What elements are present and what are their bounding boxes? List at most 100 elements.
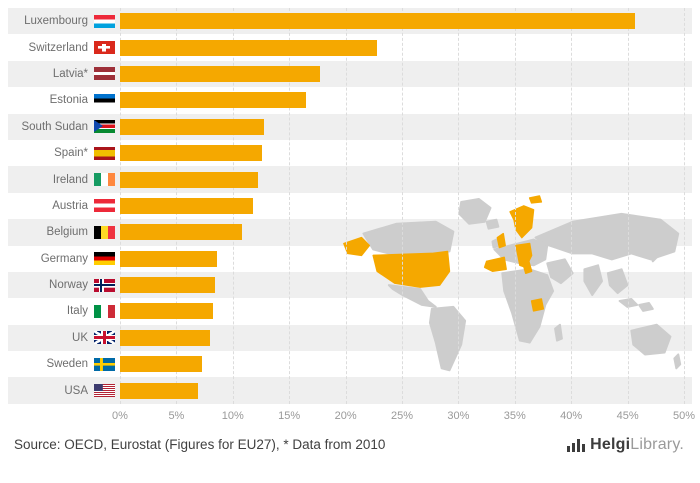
bar-track: [120, 193, 692, 219]
value-bar: [120, 197, 253, 214]
lv-flag-icon: [94, 67, 115, 81]
be-flag-icon: [94, 225, 115, 239]
bar-track: [120, 114, 692, 140]
ch-flag-icon: [94, 41, 115, 55]
lu-flag-icon: [94, 14, 115, 28]
country-label: Estonia: [49, 94, 88, 107]
value-bar: [120, 329, 211, 346]
x-tick-label: 25%: [390, 409, 414, 422]
chart-row: Sweden: [8, 351, 692, 377]
chart-row: Switzerland: [8, 34, 692, 60]
bar-track: [120, 34, 692, 60]
value-bar: [120, 277, 215, 294]
chart-row: Austria: [8, 193, 692, 219]
country-label: Germany: [40, 252, 88, 265]
footer: Source: OECD, Eurostat (Figures for EU27…: [8, 430, 692, 454]
chart-row: Estonia: [8, 87, 692, 113]
x-tick-label: 5%: [168, 409, 185, 422]
bar-track: [120, 325, 692, 351]
value-bar: [120, 13, 635, 30]
country-label: Ireland: [52, 173, 88, 186]
bar-track: [120, 351, 692, 377]
no-flag-icon: [94, 278, 115, 292]
bar-track: [120, 61, 692, 87]
country-label: South Sudan: [21, 120, 88, 133]
bar-track: [120, 272, 692, 298]
chart-row: UK: [8, 324, 692, 352]
value-bar: [120, 39, 378, 56]
source-note: Source: OECD, Eurostat (Figures for EU27…: [14, 437, 386, 453]
x-tick-label: 35%: [503, 409, 526, 422]
bar-track: [120, 166, 692, 192]
chart-row: Ireland: [8, 166, 692, 193]
at-flag-icon: [94, 199, 115, 213]
map-highlighted-countries: [343, 195, 545, 312]
x-tick-label: 50%: [672, 409, 696, 422]
x-axis: 0% 5% 10% 15% 20% 25% 30% 35% 40% 45% 50%: [112, 404, 695, 430]
value-bar: [120, 118, 265, 135]
country-label: UK: [72, 331, 88, 344]
ee-flag-icon: [94, 93, 115, 107]
bar-track: [120, 87, 692, 113]
it-flag-icon: [94, 304, 115, 318]
value-bar: [120, 382, 198, 399]
x-tick-label: 30%: [447, 409, 470, 422]
bar-track: [120, 246, 692, 272]
chart-row: Latvia*: [8, 60, 692, 88]
se-flag-icon: [94, 357, 115, 371]
country-label: Austria: [52, 199, 88, 212]
bar-track: [120, 8, 692, 34]
country-label: Sweden: [46, 358, 88, 371]
value-bar: [120, 145, 262, 162]
es-flag-icon: [94, 146, 115, 160]
brand-light-word: Library: [630, 435, 680, 453]
country-label: Spain*: [54, 147, 88, 160]
ie-flag-icon: [94, 173, 115, 187]
value-bar: [120, 92, 307, 109]
value-bar: [120, 224, 243, 241]
ss-flag-icon: [94, 120, 115, 134]
country-label: Norway: [49, 279, 88, 292]
chart-row: South Sudan: [8, 113, 692, 140]
chart-row: Italy: [8, 298, 692, 324]
country-label: Latvia*: [52, 67, 88, 80]
uk-flag-icon: [94, 331, 115, 345]
chart-row: Norway: [8, 271, 692, 299]
chart-row: Belgium: [8, 219, 692, 246]
brand-name-light: Library.: [630, 436, 684, 453]
x-tick-label: 45%: [616, 409, 639, 422]
value-bar: [120, 171, 259, 188]
bar-track: [120, 298, 692, 324]
bar-track: [120, 219, 692, 245]
chart-row: USA: [8, 377, 692, 404]
bar-chart: Luxembourg Switzerland Latvia* Estonia South…: [8, 8, 692, 404]
value-bar: [120, 250, 218, 267]
chart-row: Germany: [8, 246, 692, 272]
brand-name-bold: Helgi: [590, 435, 631, 453]
value-bar: [120, 356, 203, 373]
us-flag-icon: [94, 384, 115, 398]
x-tick-label: 40%: [560, 409, 583, 422]
bar-track: [120, 140, 692, 166]
brand-logo: HelgiLibrary.: [567, 436, 684, 454]
x-tick-label: 15%: [278, 409, 301, 422]
value-bar: [120, 65, 321, 82]
country-label: Italy: [66, 305, 88, 318]
country-label: Switzerland: [28, 41, 88, 54]
bar-track: [120, 377, 692, 403]
x-tick-label: 20%: [334, 409, 357, 422]
de-flag-icon: [94, 252, 115, 266]
country-label: Luxembourg: [24, 15, 88, 28]
x-tick-label: 0%: [112, 409, 128, 422]
chart-row: Luxembourg: [8, 8, 692, 35]
chart-row: Spain*: [8, 140, 692, 166]
value-bar: [120, 303, 213, 320]
x-tick-label: 10%: [221, 409, 244, 422]
country-label: Belgium: [46, 226, 88, 239]
brand-suffix: .: [679, 435, 684, 453]
brand-text: HelgiLibrary.: [590, 436, 684, 454]
bar-chart-icon: [567, 438, 586, 454]
country-label: USA: [64, 384, 88, 397]
bar-rows: Luxembourg Switzerland Latvia* Estonia South…: [8, 8, 692, 404]
